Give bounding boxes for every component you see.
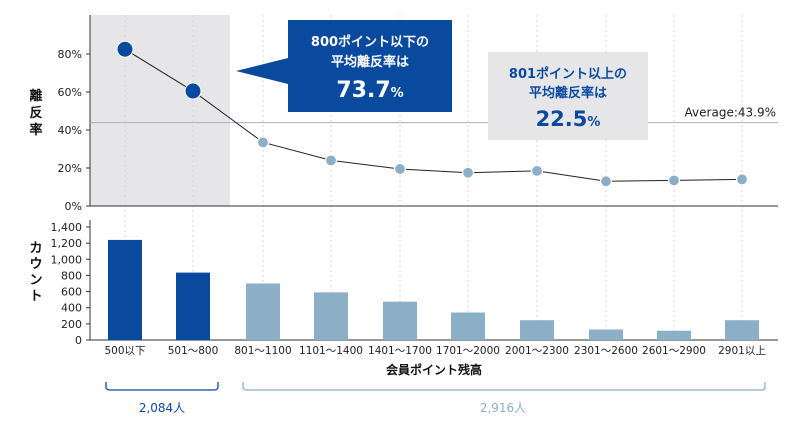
churn-point: [735, 173, 749, 186]
bar-tick-label: 200: [61, 318, 82, 331]
bar-y-axis-label-char: ト: [29, 289, 42, 304]
line-y-axis-label-char: 離: [29, 88, 42, 104]
group-bracket-high: [242, 382, 766, 391]
count-bar: [589, 329, 623, 340]
category-label: 801～1100: [234, 345, 291, 357]
group-bracket-low: [105, 382, 219, 391]
count-bar: [108, 239, 142, 340]
count-bar: [451, 312, 485, 340]
category-label: 500以下: [104, 345, 145, 357]
highlight-region: [90, 15, 230, 206]
category-label: 2001～2300: [505, 345, 569, 357]
churn-point: [667, 174, 681, 187]
callout-high-value: 22.5%: [536, 107, 601, 131]
category-label: 1101～1400: [299, 345, 363, 357]
line-tick-label: 80%: [58, 48, 82, 61]
category-label: 2901以上: [718, 345, 766, 357]
group-total-high: 2,916人: [480, 401, 526, 415]
churn-point: [461, 166, 475, 179]
bar-y-axis-label-char: ン: [29, 273, 42, 288]
callout-low-number: 73.7: [336, 78, 390, 103]
count-bar: [657, 330, 691, 340]
line-tick-label: 0%: [65, 200, 82, 213]
line-tick-label: 20%: [58, 162, 82, 175]
bar-y-axis-label-char: カ: [29, 241, 42, 256]
churn-point: [116, 40, 134, 58]
callout-low-line1: 800ポイント以下の: [311, 34, 429, 50]
bar-tick-label: 1,400: [51, 221, 83, 234]
churn-series-line: [124, 48, 743, 182]
count-bar: [383, 301, 417, 340]
churn-point: [184, 82, 202, 100]
bar-tick-label: 600: [61, 286, 82, 299]
callout-high-line2: 平均離反率は: [529, 85, 607, 101]
line-tick-label: 40%: [58, 124, 82, 137]
group-total-low: 2,084人: [139, 401, 185, 415]
category-label: 2601～2900: [642, 345, 706, 357]
line-y-axis-label-char: 反: [29, 105, 42, 121]
line-tick-label: 60%: [58, 86, 82, 99]
count-bar: [176, 272, 210, 340]
bar-tick-label: 0: [75, 334, 82, 347]
callout-low-unit: %: [391, 86, 404, 101]
line-y-axis-label-char: 率: [29, 122, 42, 138]
callout-high-line1: 801ポイント以上の: [509, 66, 627, 82]
count-bar: [314, 292, 348, 340]
bar-tick-label: 1,200: [51, 237, 83, 250]
churn-point: [530, 164, 544, 177]
callout-low-points: [288, 20, 452, 112]
callout-high-unit: %: [587, 115, 600, 130]
count-bar: [725, 320, 759, 340]
category-label: 1401～1700: [368, 345, 432, 357]
average-label: Average:43.9%: [685, 106, 776, 120]
callout-pointer: [236, 58, 288, 84]
bar-tick-label: 800: [61, 269, 82, 282]
category-label: 2301～2600: [574, 345, 638, 357]
callout-low-value: 73.7%: [336, 78, 403, 103]
callout-high-points: [488, 52, 648, 140]
bar-tick-label: 1,000: [51, 253, 83, 266]
callout-high-number: 22.5: [536, 107, 588, 131]
churn-point: [256, 136, 270, 149]
x-axis-title: 会員ポイント残高: [386, 362, 482, 377]
bar-tick-label: 400: [61, 302, 82, 315]
category-label: 1701～2000: [436, 345, 500, 357]
churn-point: [324, 154, 338, 167]
callout-low-line2: 平均離反率は: [331, 54, 409, 70]
bar-y-axis-label-char: ウ: [29, 257, 42, 272]
churn-point: [393, 162, 407, 176]
category-label: 501～800: [168, 345, 219, 357]
count-bar: [246, 283, 280, 340]
churn-point: [599, 175, 613, 188]
count-bar: [520, 320, 554, 340]
